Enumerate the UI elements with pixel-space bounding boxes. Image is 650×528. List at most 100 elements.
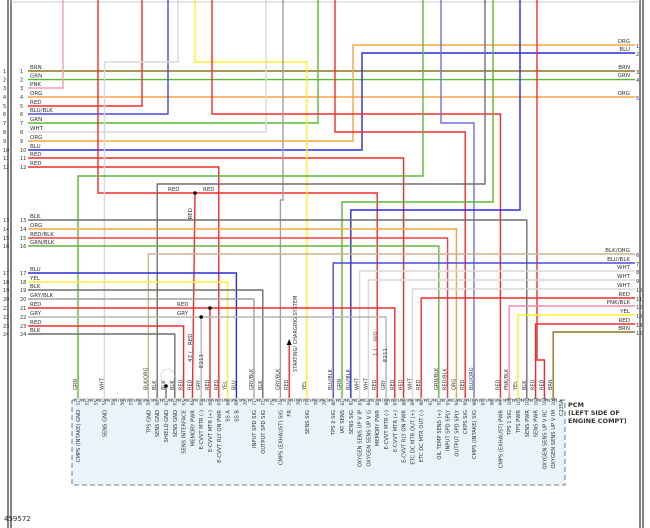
pcm-pin-terminal <box>523 398 531 402</box>
left-outer-pin-number: 15 <box>3 236 9 242</box>
pcm-pin-function: E-CVVT RLY ON PWR <box>217 410 223 463</box>
pcm-pin-wire-label: BLK <box>258 380 264 390</box>
wire-yel <box>194 0 308 398</box>
pcm-pin-terminal <box>232 398 241 402</box>
pcm-pin-wire-label: BLK/ORG <box>143 367 149 390</box>
pcm-pin-terminal <box>540 398 549 402</box>
left-connector-pin-number: 14 <box>20 227 26 233</box>
pcm-pin-terminal <box>514 398 522 402</box>
pcm-pin-number: 102 <box>525 397 530 405</box>
pcm-pin-terminal <box>426 398 434 402</box>
left-connector-wire-label: ORG <box>30 135 42 141</box>
right-connector-wire-label: WHT <box>617 274 631 280</box>
left-connector-pin-number: 1 <box>20 69 23 75</box>
pcm-pin-wire-label: RED <box>539 379 545 390</box>
pcm-pin-wire-label: BLU/ORG <box>469 367 475 390</box>
pcm-pin-terminal <box>461 398 469 402</box>
pcm-pin-terminal <box>276 398 285 402</box>
right-connector-pin-number: 9 <box>636 279 639 285</box>
left-outer-pin-number: 9 <box>3 139 6 145</box>
pcm-pin-number: 59 <box>146 400 151 406</box>
pcm-pin-function: OIL TEMP SENS (+) <box>437 410 443 460</box>
pcm-pin-terminal <box>215 398 223 402</box>
left-connector-pin-number: 13 <box>20 218 26 224</box>
wire-blk-org <box>147 253 635 398</box>
left-connector-wire-label: BLU <box>30 144 41 150</box>
left-connector-wire-label: GRN/BLK <box>30 240 55 246</box>
pcm-pin-function: E-CVVT MTR (+) <box>208 410 214 452</box>
wire-red <box>28 0 143 107</box>
wire-yel <box>517 314 635 398</box>
splice-label-red-right: RED <box>203 187 215 193</box>
right-connector-pin-number: 5 <box>636 96 639 102</box>
pcm-pin-function: SENS INTERFACE <box>182 410 188 454</box>
left-outer-pin-number: 10 <box>3 148 9 154</box>
pcm-pin-number: 60 <box>155 400 160 406</box>
pcm-pin-function: ETC DC MTR OUT (-) <box>419 410 425 462</box>
right-connector-wire-label: RED <box>618 292 630 298</box>
pcm-pin-number: 66 <box>208 400 213 406</box>
left-outer-pin-number: 24 <box>3 332 9 338</box>
pcm-pin-wire-label: RED <box>284 379 290 390</box>
pcm-pin-terminal <box>347 398 355 402</box>
left-connector-pin-number: 5 <box>20 104 23 110</box>
pcm-pin-number: 75 <box>287 400 292 406</box>
left-connector-wire-label: BLK <box>30 328 41 334</box>
left-connector-wire-label: GRN <box>30 74 42 80</box>
left-outer-pin-number: 21 <box>3 306 9 312</box>
left-connector-pin-number: 11 <box>20 156 26 162</box>
left-outer-pin-number: 18 <box>3 280 9 286</box>
splice-dot <box>164 384 168 388</box>
pcm-pin-number: 52 <box>85 400 90 406</box>
pcm-pin-number: 73 <box>269 400 274 406</box>
pcm-pin-number: 104 <box>542 397 547 405</box>
right-connector-wire-label: ORG <box>618 39 630 45</box>
left-connector-wire-label: ORG <box>30 223 42 229</box>
pcm-pin-number: 77 <box>305 400 310 406</box>
pcm-pin-number: 61 <box>164 400 169 406</box>
pcm-pin-function: E-CVVT MTR (-) <box>384 410 390 450</box>
pcm-pin-number: 80 <box>331 400 336 406</box>
right-connector-pin-number: 4 <box>636 78 639 84</box>
pcm-pin-terminal <box>259 398 267 402</box>
right-connector-wire-label: RED <box>618 318 630 324</box>
pcm-pin-terminal <box>294 398 302 402</box>
pcm-pin-wire-label: GRN <box>337 379 343 390</box>
wire-red <box>536 0 546 398</box>
pcm-pin-wire-label: RED <box>399 379 405 390</box>
splice-label-gry-mid: GRY <box>177 311 189 317</box>
pcm-pin-number: 81 <box>340 400 345 406</box>
pcm-pin-function: TPS PWR <box>516 410 522 434</box>
pcm-pin-number: 96 <box>472 400 477 406</box>
right-connector-pin-number: 8 <box>636 270 639 276</box>
right-connector-pin-number: 15 <box>636 331 642 337</box>
pcm-label: PCM (LEFT SIDE OF ENGINE COMPT) <box>568 401 627 425</box>
pcm-pin-number: 84 <box>366 400 371 406</box>
pcm-pin-number: 95 <box>463 400 468 406</box>
left-outer-pin-number: 13 <box>3 218 9 224</box>
pcm-pin-number: 70 <box>243 400 248 406</box>
pcm-pin-terminal <box>408 398 417 402</box>
wire-red <box>28 157 405 398</box>
left-connector-pin-number: 20 <box>20 297 26 303</box>
right-connector-wire-label: GRN <box>618 73 630 79</box>
pcm-pin-terminal <box>135 398 144 402</box>
pcm-pin-wire-label: BLK <box>170 380 176 390</box>
pcm-pin-wire-label: RED <box>372 379 378 390</box>
wire-grn <box>341 0 494 398</box>
pcm-pin-wire-label: RED <box>531 379 537 390</box>
pcm-pin-function: TPS 1 SIG <box>507 410 513 436</box>
splice-dot <box>199 315 203 319</box>
pcm-pin-terminal <box>223 398 232 402</box>
pcm-pin-number: 82 <box>349 400 354 406</box>
left-connector-pin-number: 23 <box>20 324 26 330</box>
wire-grn <box>77 0 424 398</box>
left-connector-wire-label: PNK <box>30 82 41 88</box>
left-outer-pin-number: 8 <box>3 130 6 136</box>
splice-label-red-mid: RED <box>177 302 189 308</box>
left-connector-wire-label: BRN <box>30 65 42 71</box>
wire-wht <box>411 288 635 398</box>
wire-pnk <box>28 0 64 89</box>
pcm-pin-wire-label: BLU/BLK <box>328 368 334 390</box>
right-connector-pin-number: 13 <box>636 314 642 320</box>
